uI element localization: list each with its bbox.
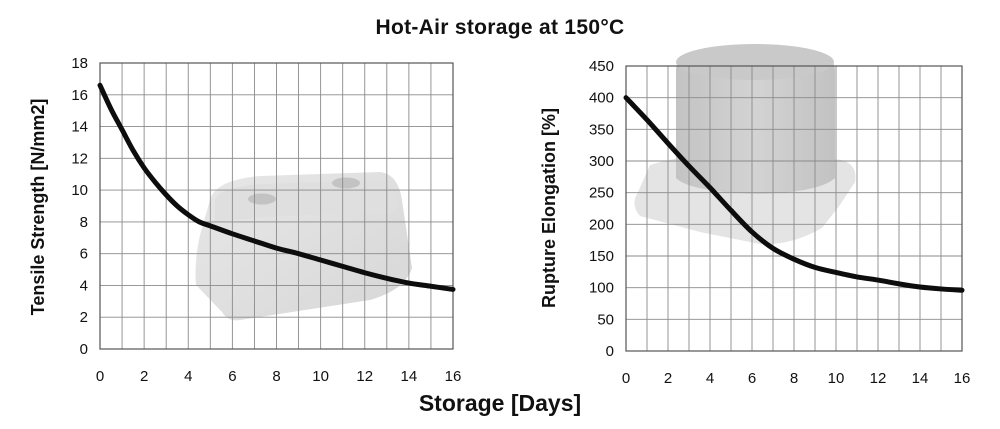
x-tick-label: 14 [401,368,418,385]
plot-frame [99,62,454,350]
bracket-product-image [195,172,412,321]
x-tick-label: 10 [828,370,845,387]
y-tick-label: 100 [589,280,614,297]
y-tick-label: 12 [71,150,88,167]
y-tick-label: 450 [589,58,614,75]
x-tick-label: 10 [312,368,329,385]
y-tick-label: 8 [80,214,88,231]
x-tick-label: 2 [140,368,148,385]
y-tick-label: 300 [589,153,614,170]
tensile-frame [99,62,454,350]
y-tick-label: 350 [589,121,614,138]
x-tick-label: 4 [706,370,714,387]
x-tick-label: 16 [445,368,462,385]
tensile-y-ticks: 0 2 4 6 8 10 12 14 16 18 [71,55,88,358]
x-tick-label: 6 [748,370,756,387]
tensile-series [97,82,456,292]
x-tick-label: 8 [790,370,798,387]
series-line [623,95,965,293]
x-tick-label: 4 [184,368,192,385]
elongation-y-ticks: 0 50 100 150 200 250 300 350 400 450 [589,58,614,360]
x-tick-label: 0 [96,368,104,385]
y-tick-label: 10 [71,182,88,199]
y-tick-label: 150 [589,248,614,265]
cap-product-image [634,44,856,245]
y-tick-label: 200 [589,216,614,233]
x-tick-label: 8 [272,368,280,385]
tensile-y-axis-label: Tensile Strength [N/mm2] [28,99,48,316]
y-tick-label: 50 [597,311,614,328]
y-tick-label: 6 [80,246,88,263]
elongation-y-axis-label: Rupture Elongation [%] [539,108,559,308]
rupture-elongation-chart: 0 50 100 150 200 250 300 350 400 450 0 2 4 6 8 10 12 14 1… [539,58,970,387]
x-tick-label: 12 [356,368,373,385]
x-tick-label: 14 [912,370,929,387]
y-tick-label: 0 [606,343,614,360]
series-line [97,82,456,292]
figure-title: Hot-Air storage at 150°C [375,16,625,39]
y-tick-label: 2 [80,309,88,326]
elongation-x-ticks: 0 2 4 6 8 10 12 14 16 [622,370,971,387]
plot-frame [625,65,963,352]
x-tick-label: 16 [954,370,971,387]
y-tick-label: 400 [589,90,614,107]
y-tick-label: 14 [71,119,88,136]
y-tick-label: 18 [71,55,88,72]
tensile-strength-chart: 0 2 4 6 8 10 12 14 16 18 0 2 4 6 8 10 12 14 16 Tensile St… [28,55,461,385]
elongation-series [623,95,965,293]
x-tick-label: 0 [622,370,630,387]
shared-x-axis-label: Storage [Days] [418,390,582,416]
y-tick-label: 16 [71,87,88,104]
x-tick-label: 12 [870,370,887,387]
elongation-frame [625,65,963,352]
y-tick-label: 250 [589,185,614,202]
y-tick-label: 4 [80,277,88,294]
x-tick-label: 6 [228,368,236,385]
y-tick-label: 0 [80,341,88,358]
x-tick-label: 2 [664,370,672,387]
tensile-x-ticks: 0 2 4 6 8 10 12 14 16 [96,368,462,385]
